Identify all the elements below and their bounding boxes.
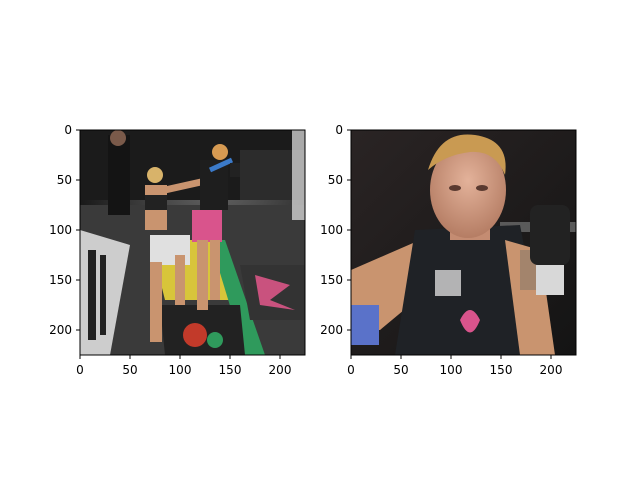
left-x-tick: 0	[76, 363, 84, 377]
right-y-axis: 0 50 100 150 200	[320, 123, 351, 337]
right-x-tick: 150	[490, 363, 513, 377]
left-y-tick: 200	[49, 323, 72, 337]
right-x-tick: 200	[540, 363, 563, 377]
left-x-tick: 150	[219, 363, 242, 377]
right-image	[350, 129, 577, 356]
left-x-tick: 200	[269, 363, 292, 377]
right-y-tick: 0	[335, 123, 343, 137]
right-y-tick: 100	[320, 223, 343, 237]
left-y-tick: 150	[49, 273, 72, 287]
left-y-tick: 50	[57, 173, 72, 187]
left-y-tick: 0	[64, 123, 72, 137]
right-y-tick: 200	[320, 323, 343, 337]
left-x-tick: 100	[169, 363, 192, 377]
left-y-tick: 100	[49, 223, 72, 237]
right-y-tick: 50	[328, 173, 343, 187]
left-image	[79, 129, 306, 356]
left-x-tick: 50	[122, 363, 137, 377]
right-x-tick: 100	[440, 363, 463, 377]
right-y-tick: 150	[320, 273, 343, 287]
left-y-axis: 0 50 100 150 200	[49, 123, 80, 337]
right-x-tick: 50	[393, 363, 408, 377]
right-x-tick: 0	[347, 363, 355, 377]
left-x-axis: 0 50 100 150 200	[76, 355, 291, 377]
right-x-axis: 0 50 100 150 200	[347, 355, 562, 377]
